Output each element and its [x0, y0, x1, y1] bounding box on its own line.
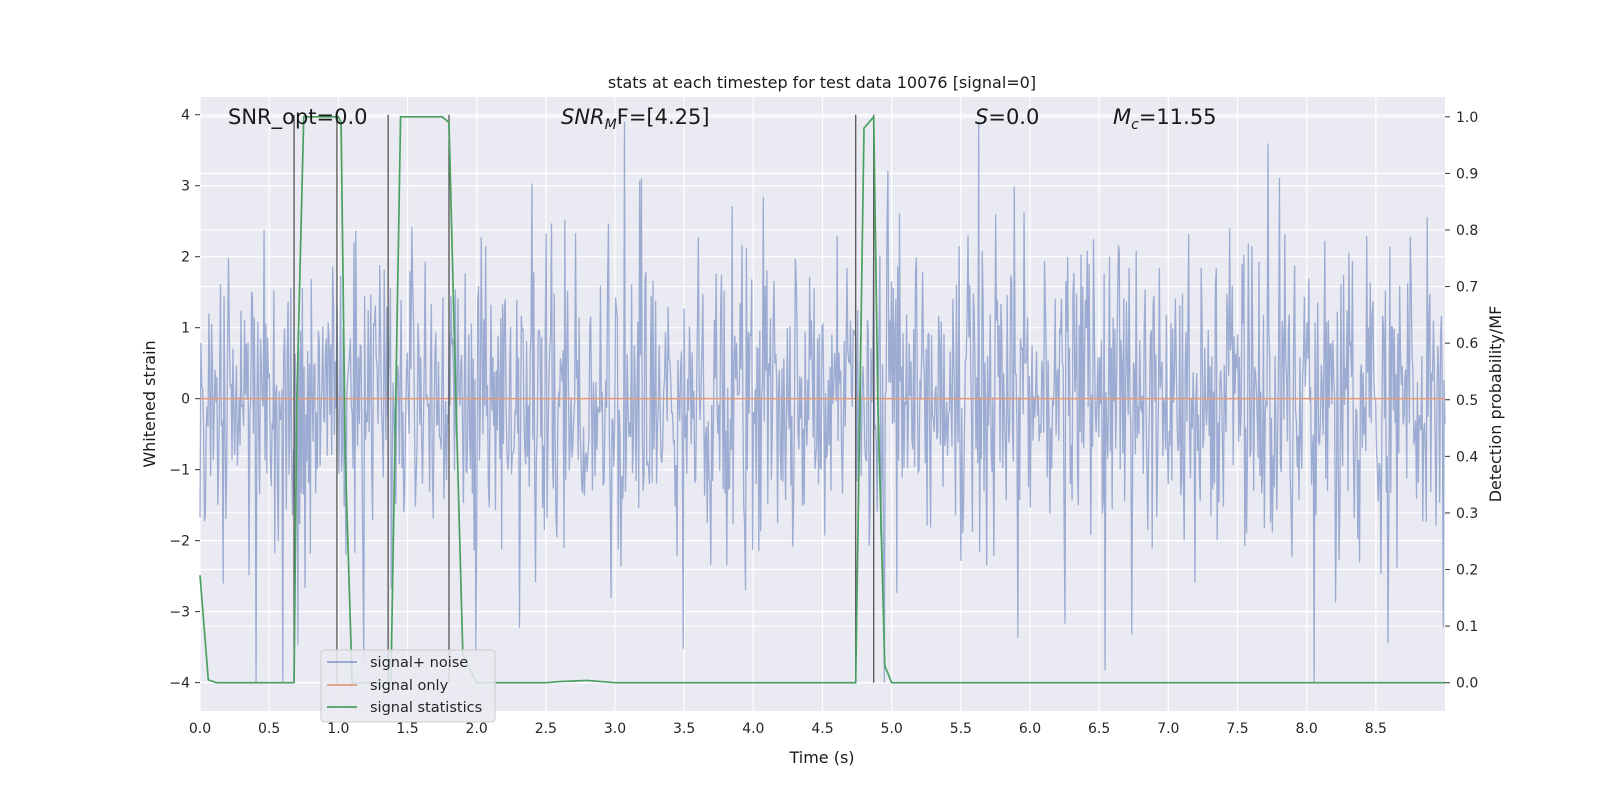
y-tick-label: 1: [181, 321, 190, 337]
signal-noise-series: [199, 121, 1446, 683]
y-tick-label: 0: [181, 392, 190, 408]
legend-box: [320, 649, 496, 723]
y-tick-label: −1: [169, 463, 190, 479]
x-tick-label: 1.5: [396, 721, 418, 737]
y2-tick-label: 0.5: [1456, 393, 1478, 409]
x-tick-label: 5.5: [950, 721, 972, 737]
y-tick-label: 2: [181, 250, 190, 266]
legend-label-signal-statistics: signal statistics: [370, 700, 482, 716]
y2-tick-label: 0.2: [1456, 563, 1478, 579]
x-tick-label: 3.0: [604, 721, 626, 737]
x-tick-label: 0.5: [258, 721, 280, 737]
y-axis-ticks: 4 3 2 1 0 −1 −2 −3 −4: [169, 108, 200, 692]
x-tick-label: 0.0: [189, 721, 211, 737]
legend-label-signal-noise: signal+ noise: [370, 655, 468, 671]
annotation-mc: Mc=11.55: [1113, 105, 1217, 133]
signal-noise-line: [199, 121, 1446, 683]
x-tick-label: 4.0: [742, 721, 764, 737]
y2-tick-label: 0.9: [1456, 166, 1478, 182]
y2-tick-label: 0.1: [1456, 619, 1478, 635]
x-tick-label: 5.0: [881, 721, 903, 737]
annotation-snr-opt: SNR_opt=0.0: [228, 105, 368, 130]
y-tick-label: −4: [169, 676, 190, 692]
x-tick-label: 7.5: [1226, 721, 1248, 737]
x-axis-label: Time (s): [788, 748, 854, 767]
x-tick-label: 4.5: [811, 721, 833, 737]
x-tick-label: 8.5: [1365, 721, 1387, 737]
y-axis-label: Whitened strain: [140, 340, 159, 467]
x-tick-label: 2.5: [535, 721, 557, 737]
y-tick-label: −2: [169, 534, 190, 550]
y2-axis-ticks: 1.0 0.9 0.8 0.7 0.6 0.5 0.4 0.3 0.2 0.1 0.0: [1445, 110, 1478, 692]
x-tick-label: 1.0: [327, 721, 349, 737]
x-tick-label: 6.0: [1019, 721, 1041, 737]
y2-tick-label: 0.0: [1456, 676, 1478, 692]
y2-tick-label: 0.4: [1456, 449, 1478, 465]
x-tick-label: 2.0: [466, 721, 488, 737]
y2-tick-label: 0.8: [1456, 223, 1478, 239]
y2-tick-label: 0.6: [1456, 336, 1478, 352]
vertical-markers: [293, 114, 875, 683]
y2-tick-label: 0.7: [1456, 280, 1478, 296]
x-tick-label: 3.5: [673, 721, 695, 737]
annotation-s: S=0.0: [975, 105, 1039, 129]
legend: signal+ noise signal only signal statist…: [320, 649, 496, 723]
legend-label-signal-only: signal only: [370, 678, 449, 694]
y-tick-label: −3: [169, 605, 190, 621]
y-tick-label: 3: [181, 179, 190, 195]
x-axis-ticks: 0.0 0.5 1.0 1.5 2.0 2.5 3.0 3.5 4.0 4.5 5.0 5.5 6.0 6…: [189, 721, 1387, 737]
annotation-snr-mf: SNRMF=[4.25]: [561, 105, 710, 133]
x-tick-label: 8.0: [1296, 721, 1318, 737]
x-tick-label: 6.5: [1088, 721, 1110, 737]
y2-tick-label: 0.3: [1456, 506, 1478, 522]
chart-title: stats at each timestep for test data 100…: [608, 73, 1036, 92]
y-tick-label: 4: [181, 108, 190, 124]
y2-axis-label: Detection probability/MF: [1486, 306, 1505, 503]
x-tick-label: 7.0: [1157, 721, 1179, 737]
y2-tick-label: 1.0: [1456, 110, 1478, 126]
